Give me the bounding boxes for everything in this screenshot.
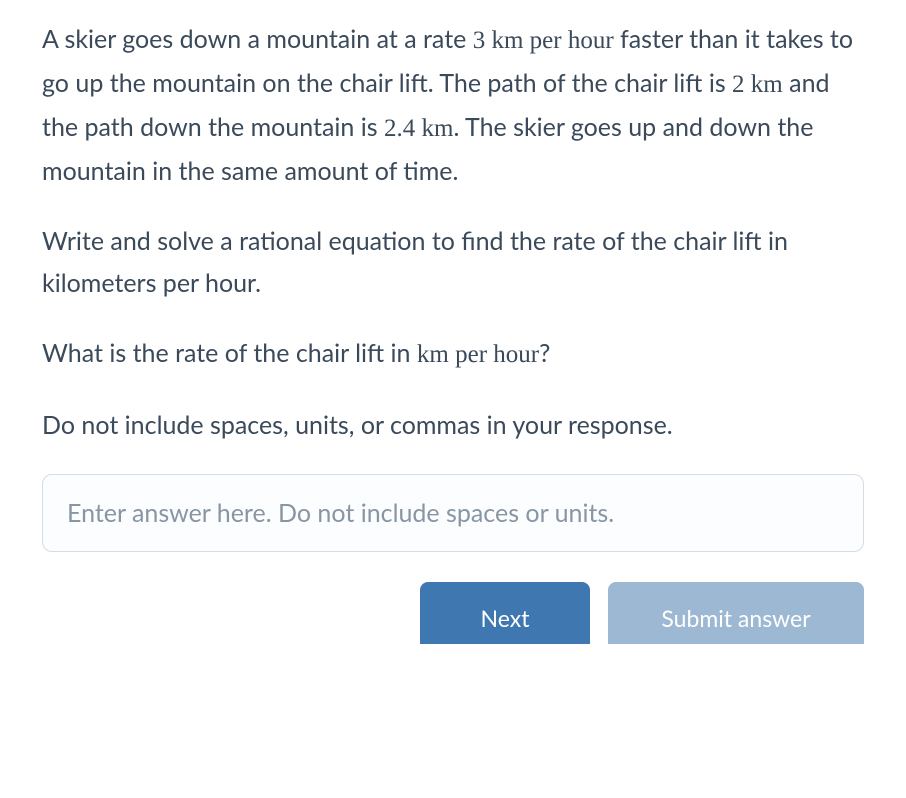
math-value-lift-path: 2 km: [732, 71, 783, 98]
submit-answer-button[interactable]: Submit answer: [608, 582, 864, 644]
math-value-rate: 3 km per hour: [473, 27, 614, 54]
submit-button-label: Submit answer: [661, 604, 810, 632]
text-segment: A skier goes down a mountain at a rate: [42, 24, 473, 54]
answer-input[interactable]: [42, 474, 864, 552]
text-segment: What is the rate of the chair lift in: [42, 338, 417, 368]
problem-paragraph-3: What is the rate of the chair lift in km…: [42, 332, 864, 376]
text-segment: ?: [539, 338, 550, 368]
math-value-down-path: 2.4 km: [384, 115, 453, 142]
problem-paragraph-1: A skier goes down a mountain at a rate 3…: [42, 18, 864, 192]
math-value-unit: km per hour: [417, 341, 539, 368]
button-row: Next Submit answer: [42, 582, 864, 644]
problem-instructions: Do not include spaces, units, or commas …: [42, 404, 864, 446]
next-button-label: Next: [481, 604, 530, 632]
problem-paragraph-2: Write and solve a rational equation to f…: [42, 220, 864, 304]
next-button[interactable]: Next: [420, 582, 590, 644]
